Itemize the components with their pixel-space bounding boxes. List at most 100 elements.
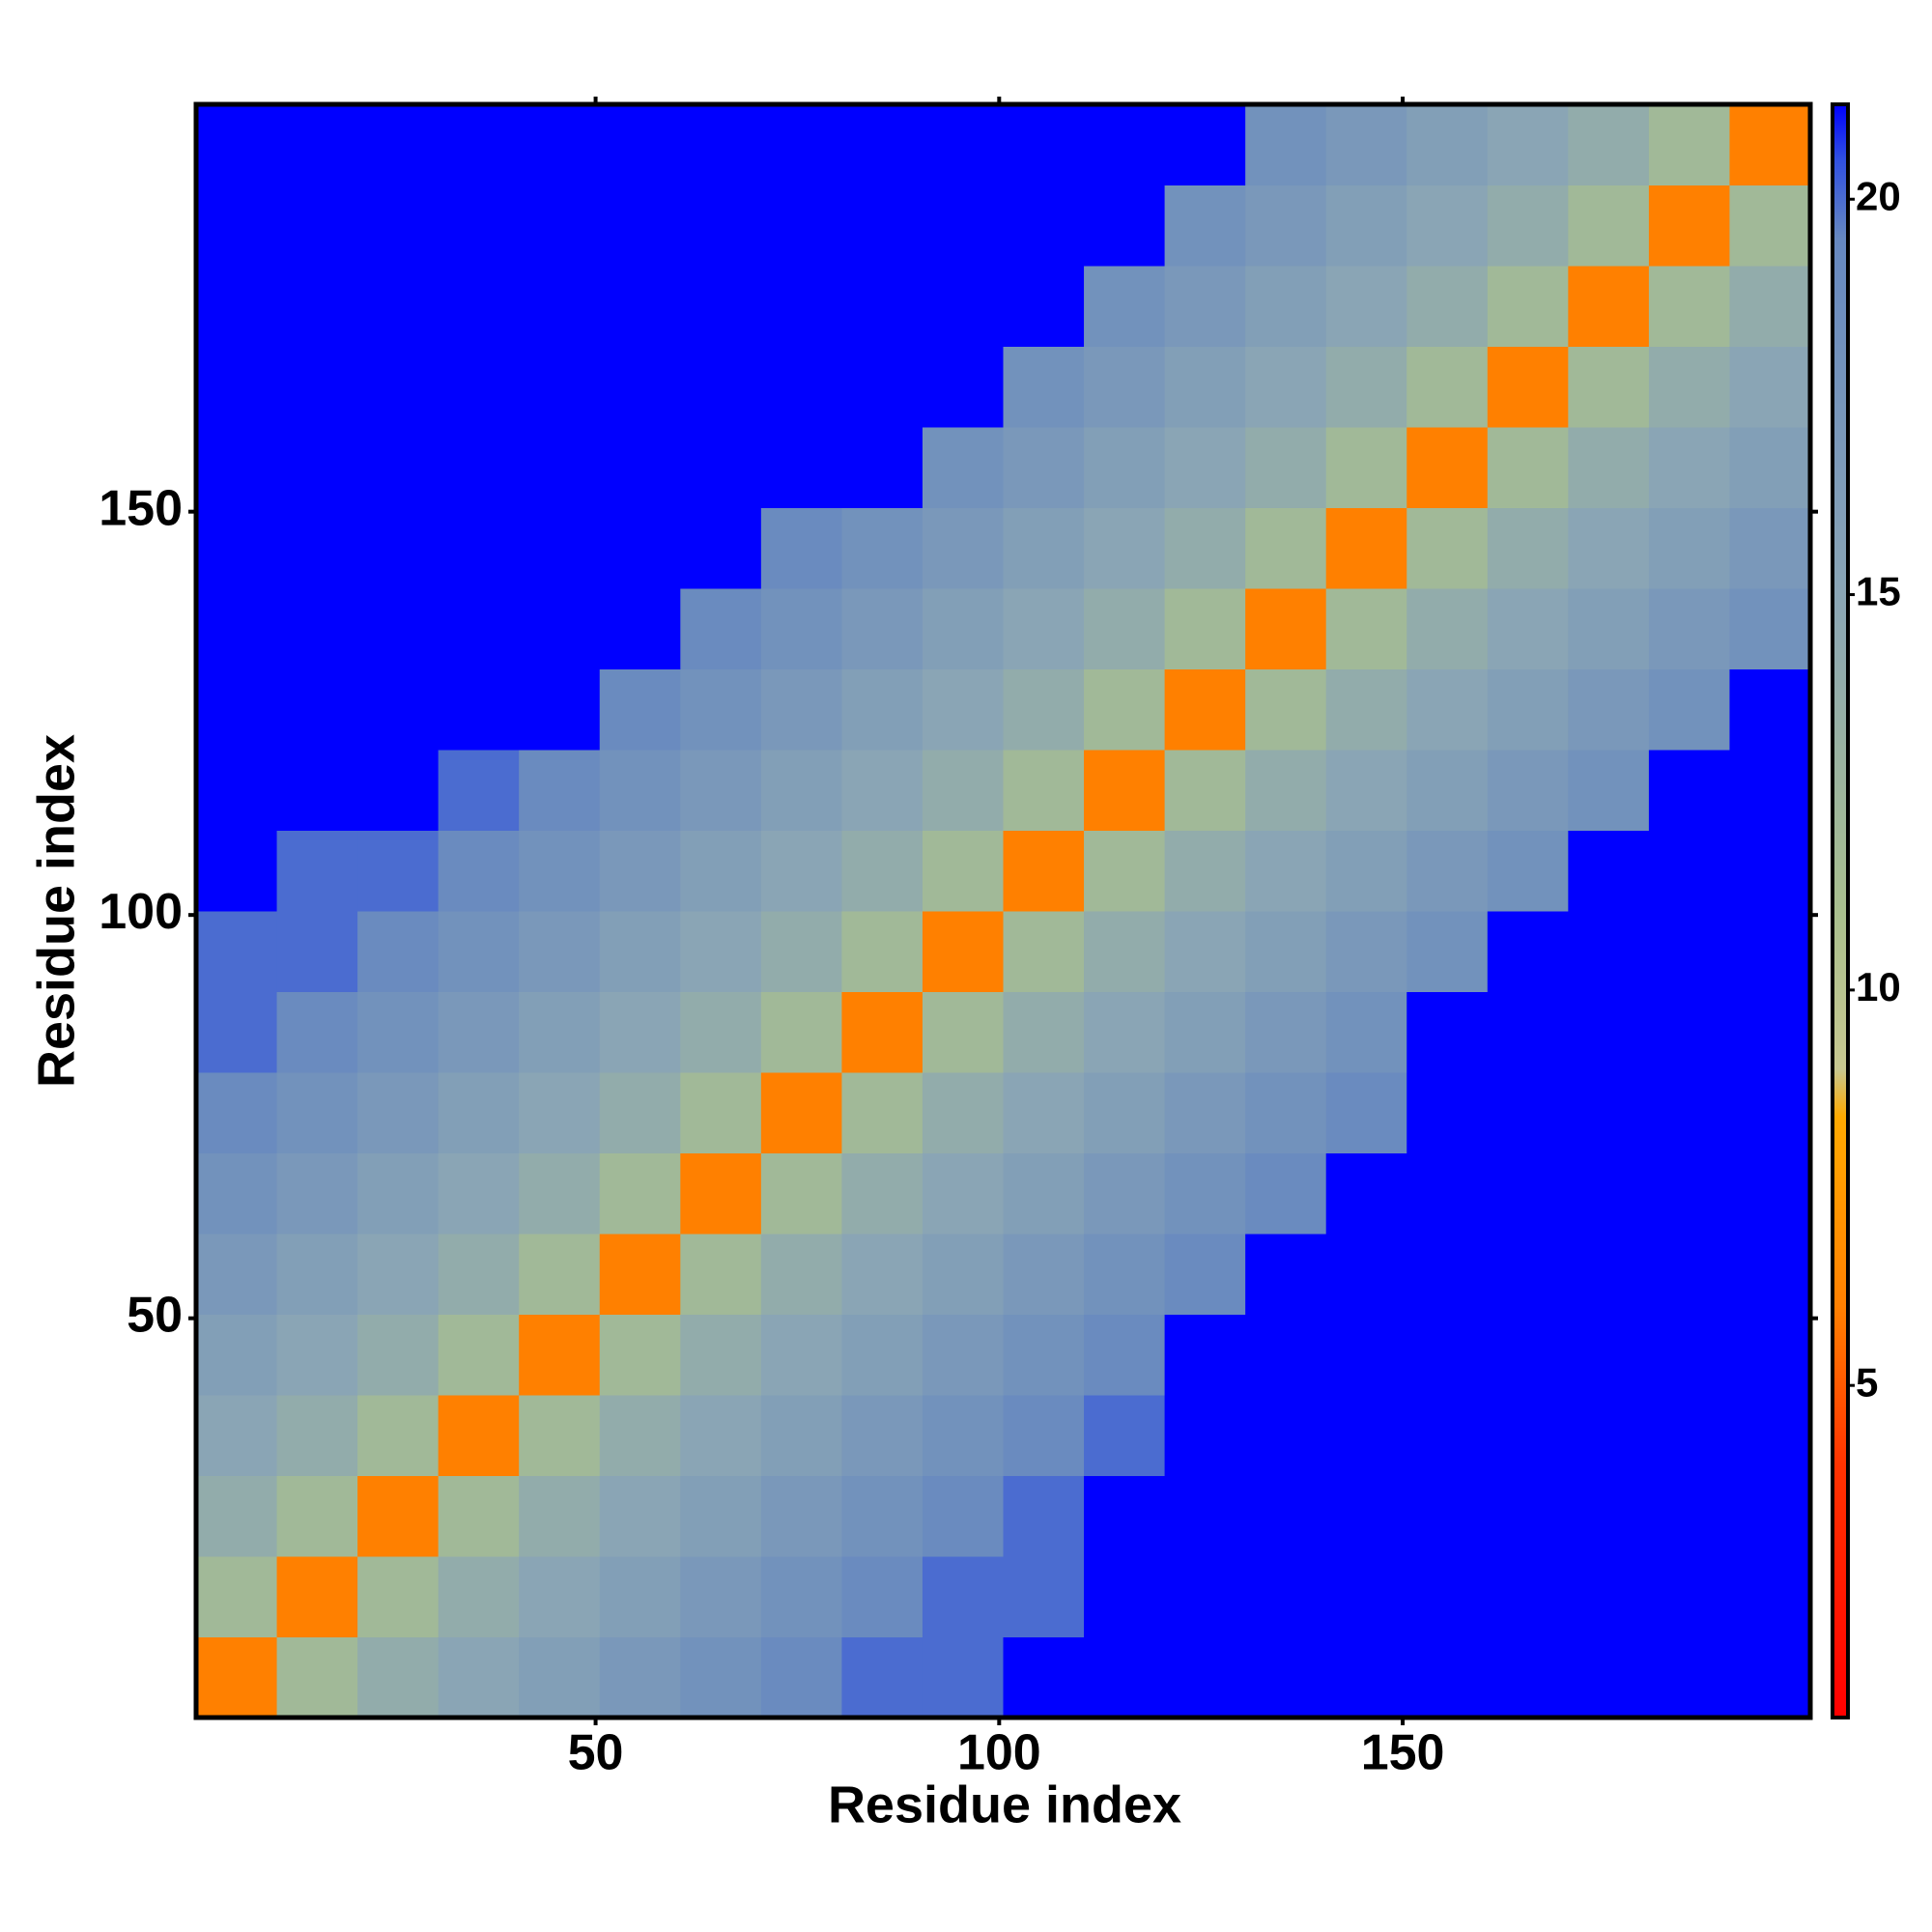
heatmap-cell	[1325, 266, 1407, 347]
heatmap-cell	[519, 588, 601, 669]
heatmap-cell	[196, 507, 278, 589]
heatmap-cell	[1648, 588, 1730, 669]
heatmap-cell	[438, 750, 520, 831]
heatmap-cell	[760, 1234, 842, 1315]
heatmap-cell	[1164, 427, 1246, 508]
heatmap-cell	[1084, 104, 1166, 185]
heatmap-cell	[1487, 588, 1569, 669]
heatmap-cell	[196, 185, 278, 267]
heatmap-cell	[438, 346, 520, 428]
heatmap-cell	[1406, 1556, 1489, 1637]
heatmap-cell	[1084, 1072, 1166, 1153]
heatmap-cell	[276, 1475, 358, 1557]
heatmap-cell	[1729, 1072, 1811, 1153]
heatmap-cell	[922, 1072, 1004, 1153]
heatmap-cell	[1406, 1152, 1489, 1235]
heatmap-cell	[1325, 185, 1407, 267]
heatmap-cell	[519, 266, 601, 347]
heatmap-cell	[196, 668, 278, 751]
heatmap-cell	[519, 830, 601, 912]
heatmap-cell	[1729, 1314, 1811, 1396]
heatmap-cell	[1164, 991, 1246, 1073]
heatmap-cell	[1003, 1314, 1085, 1396]
heatmap-cell	[196, 830, 278, 912]
heatmap-cell	[1325, 1556, 1407, 1637]
heatmap-cell	[922, 104, 1004, 185]
heatmap-cell	[1568, 507, 1650, 589]
heatmap-cell	[1568, 1636, 1650, 1719]
heatmap-cell	[1325, 1152, 1407, 1235]
heatmap-cell	[1487, 427, 1569, 508]
heatmap-cell	[1487, 1152, 1569, 1235]
heatmap-cell	[1325, 427, 1407, 508]
heatmap-cell	[680, 266, 762, 347]
heatmap-cell	[1245, 1234, 1327, 1315]
heatmap-cell	[1245, 1636, 1327, 1719]
heatmap-cell	[1406, 750, 1489, 831]
heatmap-cell	[1406, 427, 1489, 508]
heatmap-cell	[599, 588, 681, 669]
heatmap-cell	[438, 104, 520, 185]
heatmap-cell	[519, 507, 601, 589]
heatmap-cell	[357, 1395, 440, 1476]
heatmap-cells	[196, 104, 1811, 1719]
heatmap-cell	[1245, 1152, 1327, 1235]
heatmap-cell	[1648, 1395, 1730, 1476]
heatmap-cell	[1245, 1395, 1327, 1476]
heatmap-cell	[1245, 911, 1327, 992]
heatmap-cell	[1084, 427, 1166, 508]
heatmap-cell	[1003, 1072, 1085, 1153]
heatmap-cell	[1164, 830, 1246, 912]
heatmap-cell	[841, 346, 923, 428]
heatmap-cell	[1164, 911, 1246, 992]
heatmap-cell	[1648, 750, 1730, 831]
heatmap-cell	[438, 911, 520, 992]
heatmap-cell	[438, 1636, 520, 1719]
heatmap-cell	[1487, 911, 1569, 992]
heatmap-cell	[1245, 427, 1327, 508]
heatmap-cell	[1245, 1556, 1327, 1637]
heatmap-cell	[438, 266, 520, 347]
heatmap-cell	[1003, 427, 1085, 508]
heatmap-cell	[357, 346, 440, 428]
heatmap-cell	[357, 750, 440, 831]
heatmap-cell	[519, 427, 601, 508]
heatmap-cell	[1164, 1314, 1246, 1396]
heatmap-cell	[276, 830, 358, 912]
heatmap-cell	[1648, 991, 1730, 1073]
heatmap-cell	[1648, 1152, 1730, 1235]
heatmap-cell	[1406, 507, 1489, 589]
heatmap-cell	[1729, 1556, 1811, 1637]
heatmap-cell	[1568, 588, 1650, 669]
heatmap-cell	[357, 104, 440, 185]
heatmap-cell	[1568, 1072, 1650, 1153]
heatmap-cell	[680, 750, 762, 831]
heatmap-cell	[1648, 1636, 1730, 1719]
heatmap-cell	[1729, 266, 1811, 347]
heatmap-cell	[276, 668, 358, 751]
heatmap-cell	[276, 911, 358, 992]
heatmap-cell	[276, 1314, 358, 1396]
heatmap-cell	[1729, 588, 1811, 669]
colorbar-tick-label: 15	[1856, 569, 1901, 614]
heatmap-cell	[1406, 185, 1489, 267]
heatmap-cell	[1325, 1234, 1407, 1315]
heatmap-cell	[599, 1314, 681, 1396]
heatmap-cell	[1084, 991, 1166, 1073]
plot-frame	[193, 101, 1813, 1720]
heatmap-cell	[841, 668, 923, 751]
heatmap-cell	[1406, 1234, 1489, 1315]
heatmap-cell	[519, 346, 601, 428]
heatmap-cell	[680, 346, 762, 428]
heatmap-cell	[519, 911, 601, 992]
heatmap-cell	[1084, 1475, 1166, 1557]
heatmap-cell	[1568, 104, 1650, 185]
heatmap-cell	[357, 507, 440, 589]
heatmap-cell	[1729, 1475, 1811, 1557]
heatmap-cell	[680, 185, 762, 267]
heatmap-cell	[276, 427, 358, 508]
heatmap-cell	[922, 185, 1004, 267]
heatmap-cell	[599, 427, 681, 508]
heatmap-cell	[1245, 588, 1327, 669]
heatmap-cell	[1084, 668, 1166, 751]
